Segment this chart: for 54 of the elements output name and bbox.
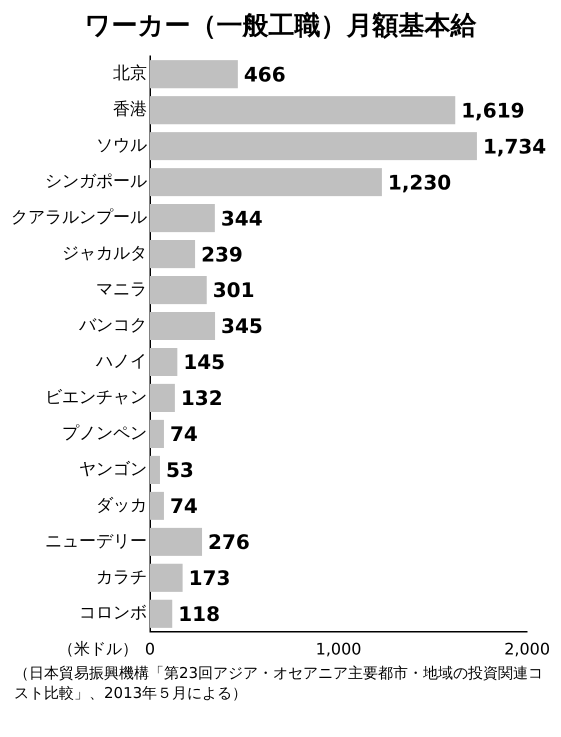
- data-label: 239: [201, 242, 243, 266]
- bar: [150, 168, 382, 196]
- data-label: 344: [220, 206, 263, 230]
- y-tick-label: ハノイ: [95, 351, 147, 372]
- data-label: 466: [244, 62, 286, 86]
- y-tick-label: ソウル: [96, 136, 147, 156]
- y-tick-label: バンコク: [78, 315, 147, 336]
- data-label: 301: [212, 278, 255, 302]
- x-tick-label: 0: [144, 640, 156, 659]
- bar: [150, 456, 160, 484]
- y-tick-label: ジャカルタ: [62, 243, 147, 264]
- y-tick-label: クアラルンプール: [11, 208, 147, 228]
- data-label: 74: [170, 494, 198, 518]
- bar: [150, 564, 183, 592]
- data-label: 345: [221, 314, 263, 338]
- y-tick-label: ビエンチャン: [45, 387, 147, 408]
- data-label: 118: [178, 602, 220, 626]
- bar: [150, 204, 215, 232]
- bar: [150, 96, 456, 124]
- y-tick-label: 香港: [113, 100, 147, 120]
- bar: [150, 60, 238, 88]
- bar: [150, 240, 196, 268]
- text: （日本貿易振興機構「第23回アジア・オセアニア主要都市・地域の投資関連コスト比較」、2013年５月による）: [13, 663, 544, 703]
- y-tick-label: カラチ: [96, 567, 147, 588]
- bar: [150, 528, 202, 556]
- bar: [150, 348, 178, 376]
- bar: [150, 276, 207, 304]
- data-label: 74: [170, 422, 198, 446]
- y-tick-label: ニューデリー: [45, 531, 147, 552]
- y-tick-label: プノンペン: [62, 423, 147, 444]
- data-label: 1,619: [461, 98, 525, 122]
- bar: [150, 132, 477, 160]
- x-tick-label: 2,000: [504, 640, 550, 659]
- bar: [150, 384, 175, 412]
- y-tick-label: コロンボ: [79, 603, 147, 624]
- y-tick-label: ダッカ: [96, 495, 147, 516]
- bar: [150, 420, 164, 448]
- data-label: 145: [183, 350, 226, 374]
- y-tick-label: 北京: [113, 64, 147, 84]
- y-tick-label: シンガポール: [45, 172, 147, 192]
- y-tick-label: ヤンゴン: [79, 459, 147, 480]
- bar: [150, 492, 164, 520]
- data-label: 173: [188, 566, 230, 590]
- data-label: 1,230: [388, 170, 452, 194]
- data-label: 132: [180, 386, 223, 410]
- y-tick-label: マニラ: [96, 279, 147, 300]
- bar: [150, 600, 172, 628]
- data-label: 1,734: [482, 134, 546, 158]
- x-axis-title: （米ドル）: [58, 638, 138, 658]
- data-label: 53: [166, 458, 194, 482]
- data-label: 276: [208, 530, 250, 554]
- bar: [150, 312, 216, 340]
- x-tick-label: 1,000: [316, 640, 362, 659]
- chart-title: ワーカー（一般工職）月額基本給: [84, 10, 478, 43]
